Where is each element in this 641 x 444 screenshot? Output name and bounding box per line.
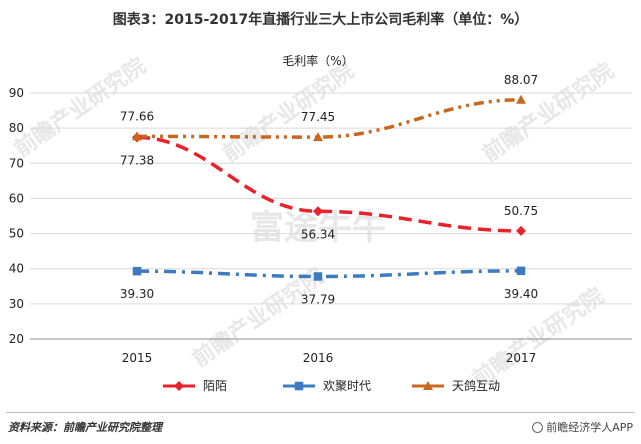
- data-label: 77.66: [120, 109, 154, 123]
- y-tick-label: 20: [9, 332, 24, 346]
- chart-title: 图表3：2015-2017年直播行业三大上市公司毛利率（单位：%）: [112, 12, 529, 28]
- data-label: 77.38: [120, 153, 154, 167]
- data-label: 37.79: [301, 292, 335, 306]
- data-point-marker: [313, 272, 323, 281]
- data-label: 88.07: [504, 73, 538, 87]
- y-tick-label: 50: [9, 227, 24, 241]
- data-label: 77.45: [301, 110, 335, 124]
- legend-label: 天鸽互动: [452, 378, 500, 393]
- footer-divider: [6, 412, 635, 413]
- data-label: 39.30: [120, 287, 154, 301]
- y-tick-label: 90: [9, 86, 24, 100]
- data-point-marker: [313, 206, 323, 217]
- data-point-marker: [132, 131, 142, 141]
- data-point-marker: [132, 266, 142, 276]
- data-point-marker: [294, 381, 304, 391]
- source-note: 资料来源：前瞻产业研究院整理: [8, 421, 162, 434]
- data-label: 50.75: [504, 204, 538, 218]
- data-point-marker: [313, 132, 323, 142]
- legend-label: 欢聚时代: [323, 378, 371, 393]
- y-tick-label: 70: [9, 156, 24, 170]
- legend-label: 陌陌: [203, 379, 227, 393]
- y-tick-label: 60: [9, 191, 24, 205]
- data-label: 39.40: [504, 287, 538, 301]
- brand-logo-icon: [532, 422, 544, 433]
- y-tick-label: 40: [9, 262, 24, 276]
- brand-name: 前瞻经济学人APP: [546, 421, 633, 434]
- chart-area: 毛利率（%） 20 30 40 50 60 70 80 90 2015 2016 2017 77.3…: [9, 53, 632, 393]
- series-line: [136, 135, 522, 233]
- data-point-marker: [516, 225, 526, 236]
- series-line: [136, 269, 522, 279]
- x-tick-label: 2016: [303, 351, 334, 365]
- data-point-marker: [516, 94, 526, 104]
- chart-subtitle: 毛利率（%）: [282, 53, 353, 68]
- data-point-marker: [516, 266, 526, 276]
- data-label: 56.34: [301, 227, 335, 241]
- x-tick-label: 2015: [122, 351, 153, 365]
- y-tick-label: 80: [9, 121, 24, 135]
- brand-credit: 前瞻经济学人APP: [532, 419, 633, 435]
- data-point-marker: [423, 381, 433, 390]
- data-point-marker: [174, 381, 184, 391]
- x-tick-label: 2017: [506, 351, 537, 365]
- y-tick-label: 30: [9, 297, 24, 311]
